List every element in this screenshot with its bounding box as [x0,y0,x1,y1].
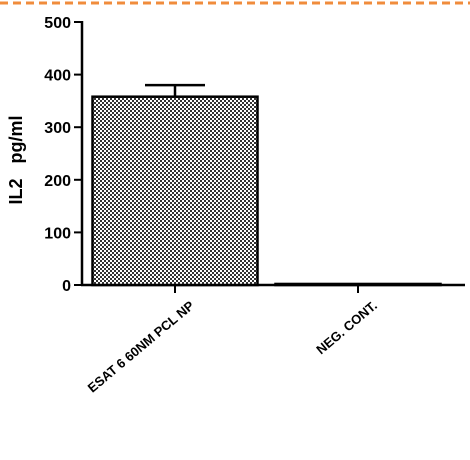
category-labels: ESAT 6 60NM PCL NP NEG. CONT. [85,298,380,396]
y-axis: 0 100 200 300 400 500 [44,15,84,295]
y-tick-label: 400 [44,68,71,85]
y-tick-label: 100 [44,225,71,242]
y-tick-label: 0 [62,278,71,295]
bar [91,95,259,287]
y-axis-label: IL2 pg/ml [6,115,26,204]
bars [91,83,442,287]
y-tick-label: 300 [44,120,71,137]
y-tick-label: 500 [44,15,71,32]
y-tick-label: 200 [44,173,71,190]
x-category-label: NEG. CONT. [313,298,380,357]
bar [274,282,442,287]
x-category-label: ESAT 6 60NM PCL NP [85,298,197,396]
